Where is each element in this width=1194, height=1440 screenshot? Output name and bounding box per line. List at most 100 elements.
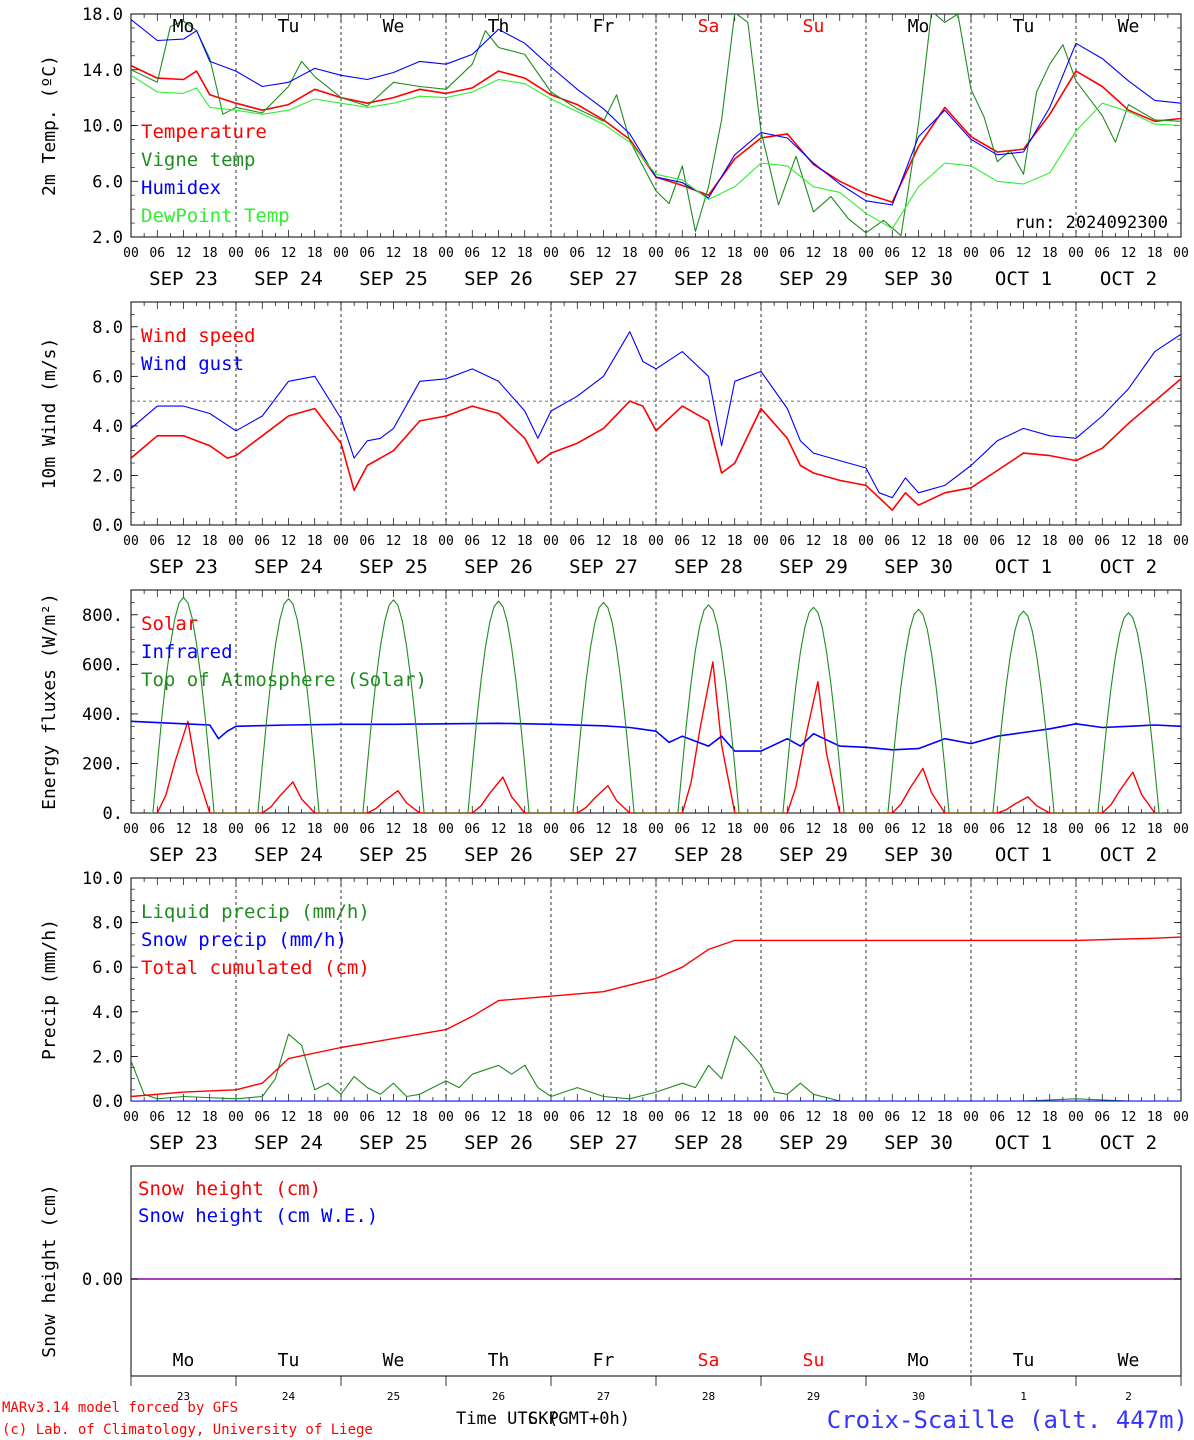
day-label: SEP 28 <box>674 844 743 866</box>
footer-lab-credit: (c) Lab. of Climatology, University of L… <box>2 1422 373 1438</box>
legend-entry: Total cumulated (cm) <box>141 957 370 979</box>
hour-tick-label: 00 <box>963 822 979 837</box>
weekday-label: We <box>1118 16 1140 37</box>
hour-tick-label: 18 <box>1042 1110 1058 1125</box>
hour-tick-label: 06 <box>254 1110 270 1125</box>
run-annotation: run: 2024092300 <box>1014 213 1168 233</box>
hour-tick-label: 00 <box>123 822 139 837</box>
hour-tick-label: 18 <box>622 1110 638 1125</box>
day-label: SEP 26 <box>464 844 533 866</box>
day-label: SEP 24 <box>254 556 323 578</box>
legend-entry: Wind speed <box>141 325 255 347</box>
y-tick-label: 400. <box>82 705 123 725</box>
hour-tick-label: 06 <box>989 822 1005 837</box>
hour-tick-label: 18 <box>1147 1110 1163 1125</box>
hour-tick-label: 06 <box>674 1110 690 1125</box>
hour-tick-label: 18 <box>412 1110 428 1125</box>
day-number-label: 29 <box>807 1390 820 1403</box>
hour-tick-label: 18 <box>622 534 638 549</box>
hour-tick-label: 12 <box>1016 534 1032 549</box>
hour-tick-label: 06 <box>149 534 165 549</box>
series-group <box>131 936 1181 1101</box>
hour-tick-label: 12 <box>176 534 192 549</box>
day-label: SEP 29 <box>779 556 848 578</box>
weekday-label: We <box>383 1350 405 1371</box>
hour-tick-label: 06 <box>464 1110 480 1125</box>
hour-tick-label: 06 <box>1094 246 1110 261</box>
series-line <box>131 936 1181 1098</box>
hour-tick-label: 00 <box>963 534 979 549</box>
legend-entry: Vigne temp <box>141 149 255 171</box>
day-number-label: 26 <box>492 1390 505 1403</box>
y-tick-label: 2.0 <box>92 228 123 248</box>
y-tick-label: 4.0 <box>92 417 123 437</box>
hour-tick-label: 18 <box>937 534 953 549</box>
weekday-label: Tu <box>278 16 300 37</box>
day-label: SEP 27 <box>569 268 638 290</box>
hour-tick-label: 06 <box>674 534 690 549</box>
weekday-label: Fr <box>593 16 615 37</box>
weekday-label: Tu <box>1013 1350 1035 1371</box>
day-label: SEP 27 <box>569 844 638 866</box>
day-label: SEP 26 <box>464 268 533 290</box>
hour-tick-label: 06 <box>359 534 375 549</box>
legend-entry: Snow precip (mm/h) <box>141 929 347 951</box>
hour-tick-label: 06 <box>884 246 900 261</box>
day-label: OCT 1 <box>995 1132 1052 1154</box>
y-tick-label: 0.0 <box>92 1092 123 1112</box>
hour-tick-label: 00 <box>858 534 874 549</box>
day-label: SEP 28 <box>674 1132 743 1154</box>
series-line <box>131 19 1181 206</box>
footer-station: Croix-Scaille (alt. 447m) <box>827 1406 1188 1434</box>
hour-tick-label: 00 <box>858 822 874 837</box>
hour-tick-label: 06 <box>359 822 375 837</box>
y-axis-label: 2m Temp. (ºC) <box>39 55 60 196</box>
hour-tick-label: 12 <box>1016 822 1032 837</box>
y-tick-label: 6.0 <box>92 958 123 978</box>
hour-tick-label: 06 <box>884 534 900 549</box>
hour-tick-label: 18 <box>307 534 323 549</box>
hour-tick-label: 00 <box>333 534 349 549</box>
hour-tick-label: 18 <box>307 246 323 261</box>
hour-tick-label: 00 <box>753 246 769 261</box>
hour-tick-label: 12 <box>701 1110 717 1125</box>
y-tick-label: 6.0 <box>92 367 123 387</box>
series-line <box>131 720 1181 752</box>
hour-tick-label: 00 <box>753 534 769 549</box>
hour-tick-label: 00 <box>1173 822 1189 837</box>
hour-tick-label: 18 <box>727 822 743 837</box>
day-label: OCT 1 <box>995 844 1052 866</box>
hour-tick-label: 00 <box>648 534 664 549</box>
y-tick-label: 0.0 <box>92 516 123 536</box>
panel-precip: 00 06 12 18 00 06 12 18 00 06 12 18 00 06 12 18 00 06 12 18… <box>39 869 1189 1154</box>
hour-tick-label: 18 <box>832 534 848 549</box>
hour-tick-label: 18 <box>727 534 743 549</box>
hour-tick-label: 00 <box>753 1110 769 1125</box>
day-label: SEP 26 <box>464 1132 533 1154</box>
weekday-label: Tu <box>1013 16 1035 37</box>
hour-tick-label: 00 <box>228 822 244 837</box>
weekday-label: Th <box>488 1350 510 1371</box>
y-tick-label: 0.00 <box>82 1270 123 1290</box>
hour-tick-label: 12 <box>911 534 927 549</box>
day-label: SEP 29 <box>779 268 848 290</box>
hour-tick-label: 06 <box>569 534 585 549</box>
legend-entry: Liquid precip (mm/h) <box>141 901 370 923</box>
hour-tick-label: 00 <box>1068 534 1084 549</box>
hour-tick-label: 18 <box>517 246 533 261</box>
hour-tick-label: 06 <box>1094 822 1110 837</box>
hour-tick-label: 00 <box>1173 246 1189 261</box>
y-tick-label: 800. <box>82 606 123 626</box>
hour-tick-label: 00 <box>1068 822 1084 837</box>
hour-tick-label: 00 <box>648 1110 664 1125</box>
hour-tick-label: 18 <box>1147 246 1163 261</box>
day-label: SEP 25 <box>359 1132 428 1154</box>
hour-tick-label: 12 <box>491 534 507 549</box>
legend-entry: Solar <box>141 613 198 635</box>
hour-tick-label: 06 <box>779 822 795 837</box>
day-label: SEP 26 <box>464 556 533 578</box>
hour-tick-label: 18 <box>622 822 638 837</box>
hour-tick-label: 00 <box>228 246 244 261</box>
hour-tick-label: 12 <box>911 822 927 837</box>
